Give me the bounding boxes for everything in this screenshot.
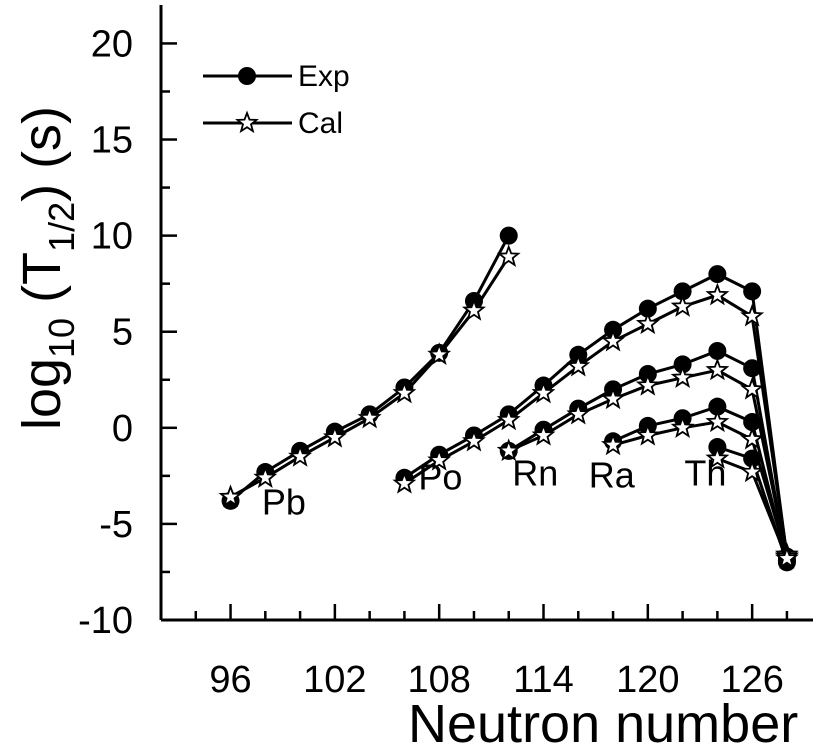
cal-point (635, 311, 660, 335)
cal-point (601, 328, 626, 352)
series-group (218, 226, 799, 572)
cal-point (670, 365, 695, 388)
x-tick-label: 114 (513, 659, 574, 701)
series-th (705, 438, 799, 572)
series-label-po: Po (418, 456, 462, 497)
cal-point (288, 444, 313, 467)
y-tick-label: -5 (99, 504, 133, 546)
cal-point (392, 380, 417, 404)
cal-point (705, 357, 730, 381)
cal-point (705, 446, 730, 469)
legend: Exp Cal (203, 60, 350, 140)
axes: 96 102 108 114 120 126 20 15 10 5 0 -5 -10 (78, 23, 789, 701)
x-tick-label: 108 (407, 659, 470, 701)
legend-marker (238, 67, 256, 85)
exp-point (708, 265, 727, 284)
cal-point (496, 438, 521, 462)
cal-point (601, 432, 626, 456)
cal-point (635, 372, 660, 396)
cal-point (705, 282, 730, 306)
legend-marker (235, 110, 259, 134)
series-pb (218, 226, 521, 510)
exp-point (743, 359, 762, 378)
cal-point (427, 447, 452, 471)
cal-point (670, 294, 695, 317)
cal-point (670, 415, 695, 438)
series-label-rn: Rn (512, 452, 558, 493)
cal-point (218, 484, 243, 508)
exp-point (673, 282, 692, 301)
y-axis-title: log10 (T1/2) (s) (12, 106, 82, 430)
x-tick-label: 96 (209, 659, 251, 701)
x-tick-label: 126 (720, 659, 783, 701)
exp-point (499, 226, 518, 245)
cal-point (566, 353, 591, 377)
x-tick-label: 102 (303, 659, 366, 701)
exp-point (673, 355, 692, 374)
exp-point (743, 413, 762, 432)
cal-point (496, 407, 521, 431)
exp-point (708, 397, 727, 416)
cal-line (403, 293, 789, 555)
cal-point (566, 401, 591, 425)
exp-point (743, 449, 762, 468)
plot-frame (159, 5, 813, 622)
cal-point (601, 386, 626, 410)
legend-item-exp: Exp (203, 60, 350, 93)
cal-point (740, 303, 765, 327)
cal-point (461, 428, 486, 452)
cal-point (392, 470, 417, 494)
cal-point (635, 422, 660, 446)
cal-point (357, 405, 382, 429)
cal-point (705, 409, 730, 433)
cal-point (740, 459, 765, 483)
x-axis-title: Neutron number (408, 694, 798, 753)
y-tick-label: 15 (91, 120, 133, 162)
cal-point (531, 380, 556, 404)
legend-label: Cal (298, 107, 343, 140)
legend-label: Exp (298, 60, 350, 93)
cal-point (774, 545, 799, 569)
y-tick-label: 0 (112, 408, 133, 450)
exp-line (403, 272, 789, 557)
cal-point (740, 376, 765, 400)
cal-point (496, 244, 521, 267)
cal-point (427, 342, 452, 365)
series-label-th: Th (684, 452, 726, 493)
cal-point (253, 465, 278, 488)
exp-point (638, 299, 657, 318)
y-tick-label: 5 (112, 312, 133, 354)
exp-point (708, 341, 727, 360)
x-tick-label: 120 (616, 659, 679, 701)
cal-point (740, 426, 765, 450)
cal-point (461, 298, 486, 321)
y-tick-label: -10 (78, 600, 133, 642)
exp-point (743, 282, 762, 301)
legend-item-cal: Cal (203, 107, 343, 140)
y-tick-label: 10 (91, 216, 133, 258)
y-tick-label: 20 (91, 23, 133, 65)
element-labels: Pb Po Rn Ra Th (262, 452, 727, 522)
series-label-pb: Pb (262, 481, 306, 522)
exp-line (229, 234, 511, 502)
series-label-ra: Ra (589, 454, 636, 495)
cal-line (229, 255, 510, 499)
cal-point (531, 422, 556, 446)
cal-point (322, 424, 347, 448)
